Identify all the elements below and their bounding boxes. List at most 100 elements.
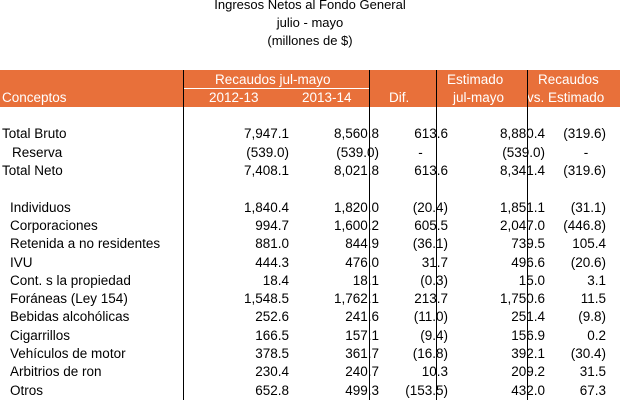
cell-2012-13: 378.5 bbox=[255, 346, 289, 361]
cell-2012-13: 7,408.1 bbox=[243, 163, 289, 179]
row-concept: Individuos bbox=[10, 199, 71, 215]
cell-dif: 605.5 bbox=[414, 217, 448, 233]
table-row: Otros 652.8 499.3 (153.5) 432.0 67.3 bbox=[0, 381, 620, 399]
header-recaudos-group: Recaudos jul-mayo bbox=[215, 72, 331, 87]
table-row: Vehículos de motor 378.5 361.7 (16.8) 392.1 (… bbox=[0, 345, 620, 363]
cell-2012-13: 252.6 bbox=[255, 309, 289, 325]
cell-vs-estimado: (319.6) bbox=[563, 163, 606, 179]
cell-vs-estimado: (31.1) bbox=[570, 199, 606, 215]
cell-estimado: 496.6 bbox=[511, 254, 545, 270]
cell-vs-estimado: (20.6) bbox=[570, 254, 606, 270]
cell-estimado: 432.0 bbox=[511, 382, 545, 398]
cell-vs-estimado: 105.4 bbox=[572, 236, 606, 252]
cell-vs-estimado: 11.5 bbox=[580, 291, 606, 307]
cell-2012-13: 652.8 bbox=[255, 382, 289, 398]
cell-2013-14: 844.9 bbox=[345, 236, 379, 252]
header-dif: Dif. bbox=[389, 90, 410, 105]
cell-2013-14: 18.1 bbox=[352, 272, 379, 288]
header-conceptos: Conceptos bbox=[2, 90, 67, 105]
row-concept: Cont. s la propiedad bbox=[10, 272, 131, 288]
cell-dif: (11.0) bbox=[413, 309, 448, 325]
table-row: Cigarrillos 166.5 157.1 (9.4) 156.9 0.2 bbox=[0, 327, 620, 345]
cell-2013-14: 8,560.8 bbox=[333, 126, 379, 142]
cell-estimado: 1,750.6 bbox=[499, 291, 545, 307]
cell-2012-13: 1,548.5 bbox=[243, 291, 289, 307]
cell-dif: (20.4) bbox=[412, 199, 448, 215]
cell-2012-13: 881.0 bbox=[255, 236, 289, 252]
row-concept bbox=[0, 180, 195, 198]
cell-2013-14: 476.0 bbox=[345, 254, 379, 270]
cell-vs-estimado: - bbox=[583, 144, 589, 160]
cell-2012-13: 1,840.4 bbox=[243, 199, 289, 215]
cell-estimado: 739.5 bbox=[511, 236, 545, 252]
cell-2013-14: (539.0) bbox=[336, 144, 379, 160]
cell-2012-13 bbox=[195, 107, 296, 125]
table-row: Corporaciones 994.7 1,600.2 605.5 2,047.0 (44… bbox=[0, 217, 620, 235]
cell-dif: 613.6 bbox=[414, 163, 448, 179]
cell-2013-14: 361.7 bbox=[345, 346, 379, 361]
table-row: Total Bruto 7,947.1 8,560.8 613.6 8,880.4 (31… bbox=[0, 125, 620, 143]
table-row: Arbitrios de ron 230.4 240.7 10.3 209.2 31.5 bbox=[0, 363, 620, 381]
cell-2012-13: 7,947.1 bbox=[243, 126, 289, 142]
table-row: Foráneas (Ley 154) 1,548.5 1,762.1 213.7 1,7… bbox=[0, 290, 620, 308]
cell-estimado: 392.1 bbox=[511, 346, 545, 361]
cell-2013-14 bbox=[296, 107, 386, 125]
cell-estimado: 8,341.4 bbox=[499, 163, 545, 179]
table-row: Bebidas alcohólicas 252.6 241.6 (11.0) 251.4… bbox=[0, 308, 620, 326]
col-divider-1 bbox=[183, 70, 184, 400]
cell-vs-estimado: (9.8) bbox=[578, 309, 606, 325]
table-row bbox=[0, 107, 620, 125]
row-concept: Otros bbox=[10, 382, 44, 398]
cell-vs-estimado: 3.1 bbox=[587, 272, 606, 288]
cell-dif: - bbox=[418, 144, 423, 160]
cell-estimado: 2,047.0 bbox=[499, 217, 545, 233]
cell-2013-14: 1,820.0 bbox=[333, 199, 379, 215]
header-group-underline bbox=[183, 88, 369, 89]
cell-estimado: 156.9 bbox=[511, 327, 545, 343]
cell-estimado bbox=[455, 180, 552, 198]
cell-vs-estimado: 67.3 bbox=[579, 382, 606, 398]
cell-2012-13: 18.4 bbox=[262, 272, 289, 288]
cell-dif bbox=[386, 107, 455, 125]
cell-vs-estimado: (446.8) bbox=[563, 217, 606, 233]
row-concept: Cigarrillos bbox=[10, 327, 71, 343]
cell-dif: (9.4) bbox=[420, 327, 448, 343]
cell-2013-14: 241.6 bbox=[345, 309, 379, 325]
title-line-2: julio - mayo bbox=[276, 15, 344, 30]
row-concept: Corporaciones bbox=[10, 217, 98, 233]
cell-dif: 213.7 bbox=[414, 291, 448, 307]
row-concept: Total Bruto bbox=[2, 126, 67, 142]
cell-2013-14: 240.7 bbox=[345, 364, 379, 380]
header-2012-13: 2012-13 bbox=[209, 90, 259, 105]
cell-estimado: 15.0 bbox=[518, 272, 545, 288]
header-2013-14: 2013-14 bbox=[302, 90, 352, 105]
row-concept: Total Neto bbox=[2, 163, 63, 179]
table-row: Total Neto 7,408.1 8,021.8 613.6 8,341.4 (319… bbox=[0, 162, 620, 180]
cell-2012-13 bbox=[195, 180, 296, 198]
cell-2013-14: 1,600.2 bbox=[333, 217, 379, 233]
cell-dif bbox=[386, 180, 455, 198]
cell-dif: (153.5) bbox=[405, 382, 448, 398]
row-concept: Reserva bbox=[12, 144, 63, 160]
cell-2012-13: 166.5 bbox=[255, 327, 289, 343]
cell-estimado: 209.2 bbox=[511, 364, 545, 380]
cell-2013-14: 499.3 bbox=[345, 382, 379, 398]
header-vs-estimado: vs. Estimado bbox=[527, 90, 605, 105]
row-concept: Foráneas (Ley 154) bbox=[10, 291, 128, 307]
cell-2012-13: 444.3 bbox=[255, 254, 289, 270]
cell-2012-13: 994.7 bbox=[255, 217, 289, 233]
cell-dif: (36.1) bbox=[412, 236, 448, 252]
col-divider-4 bbox=[527, 70, 528, 400]
header-jul-mayo: jul-mayo bbox=[453, 90, 505, 105]
cell-2012-13: (539.0) bbox=[246, 144, 289, 160]
row-concept: Bebidas alcohólicas bbox=[10, 309, 130, 325]
cell-dif: 613.6 bbox=[414, 126, 448, 142]
header-estimado: Estimado bbox=[447, 72, 504, 87]
cell-2013-14: 1,762.1 bbox=[333, 291, 379, 307]
header-recaudos: Recaudos bbox=[538, 72, 599, 87]
row-concept: Vehículos de motor bbox=[10, 346, 126, 361]
table-row: Individuos 1,840.4 1,820.0 (20.4) 1,851.1 (31… bbox=[0, 198, 620, 216]
table-row: Reserva (539.0) (539.0) - (539.0) - bbox=[0, 144, 620, 162]
col-divider-3 bbox=[436, 70, 437, 400]
row-concept: Retenida a no residentes bbox=[10, 236, 161, 252]
